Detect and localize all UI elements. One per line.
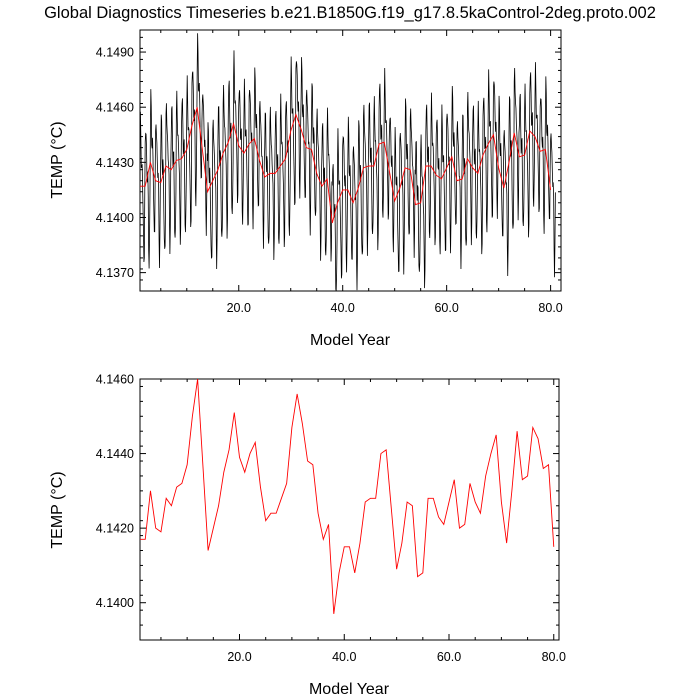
bottom-plot-frame <box>139 378 560 641</box>
bottom-y-tick-label: 4.1460 <box>96 373 134 387</box>
bottom-annual-series-line <box>140 378 555 614</box>
top-series <box>139 33 556 292</box>
bottom-x-tick-label: 20.0 <box>227 650 251 664</box>
figure-title: Global Diagnostics Timeseries b.e21.B185… <box>44 4 656 22</box>
top-y-tick-label: 4.1370 <box>96 266 134 280</box>
top-x-tick-label: 60.0 <box>434 301 458 315</box>
bottom-series <box>140 378 555 614</box>
bottom-x-axis-label: Model Year <box>309 681 390 698</box>
top-x-tick-label: 80.0 <box>538 301 562 315</box>
bottom-y-tick-label: 4.1420 <box>96 522 134 536</box>
top-x-tick-label: 40.0 <box>331 301 355 315</box>
top-y-tick-label: 4.1460 <box>96 101 134 115</box>
top-x-axis-label: Model Year <box>310 332 391 349</box>
top-y-axis-label: TEMP (°C) <box>49 121 66 198</box>
top-plot-frame <box>139 29 562 292</box>
bottom-y-tick-label: 4.1400 <box>96 596 134 610</box>
top-y-tick-label: 4.1400 <box>96 211 134 225</box>
bottom-ticks: 4.1400 4.1420 4.1440 4.1460 20.0 40.0 60.0 80.0 <box>96 373 566 665</box>
bottom-x-tick-label: 60.0 <box>437 650 461 664</box>
top-y-tick-label: 4.1490 <box>96 46 134 60</box>
bottom-panel: 4.1400 4.1420 4.1440 4.1460 20.0 40.0 60.0 80.0… <box>49 373 566 699</box>
top-y-tick-label: 4.1430 <box>96 156 134 170</box>
bottom-y-tick-label: 4.1440 <box>96 447 134 461</box>
top-panel: 4.1370 4.1400 4.1430 4.1460 4.1490 20.0 40.0 60… <box>49 29 563 349</box>
top-annual-series-line <box>140 107 552 224</box>
top-monthly-series-line <box>139 33 556 292</box>
bottom-y-axis-label: TEMP (°C) <box>49 471 66 548</box>
top-x-tick-label: 20.0 <box>227 301 251 315</box>
bottom-x-tick-label: 40.0 <box>332 650 356 664</box>
bottom-x-tick-label: 80.0 <box>542 650 566 664</box>
top-ticks: 4.1370 4.1400 4.1430 4.1460 4.1490 20.0 40.0 60… <box>96 30 563 315</box>
